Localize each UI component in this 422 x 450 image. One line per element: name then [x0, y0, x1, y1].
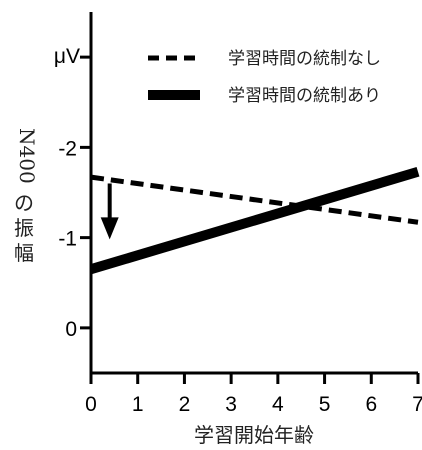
y-axis-label-char: の: [14, 191, 34, 215]
x-tick-label: 2: [179, 393, 191, 416]
y-tick-label: -2: [58, 137, 77, 160]
unit-label: μV: [54, 45, 80, 68]
legend-label-with-control: 学習時間の統制あり: [228, 86, 381, 106]
series-layer: [89, 166, 420, 275]
y-axis-label-latin: N400: [15, 128, 39, 184]
x-tick-label: 6: [365, 393, 377, 416]
x-tick-label: 1: [132, 393, 144, 416]
x-tick-label: 5: [319, 393, 331, 416]
x-tick-label: 0: [85, 393, 97, 416]
axes: [89, 12, 418, 375]
x-ticks: 0 1 2 3 4 5 6 7: [85, 373, 422, 416]
x-tick-label: 3: [225, 393, 237, 416]
y-ticks: -2 -1 0: [58, 55, 91, 341]
legend-label-no-control: 学習時間の統制なし: [228, 49, 381, 69]
series-line-with-control: [89, 166, 420, 275]
annotation-layer: [100, 183, 119, 240]
arrow-head: [100, 217, 119, 240]
y-axis-label-char: 幅: [14, 241, 34, 265]
x-axis-label: 学習開始年齢: [194, 423, 314, 447]
y-tick-label: -1: [58, 228, 77, 251]
y-tick-label: 0: [65, 318, 77, 341]
x-tick-label: 7: [412, 393, 422, 416]
y-axis-label: N400 の振幅: [14, 128, 39, 265]
series-line-no-control: [90, 174, 419, 225]
y-axis-label-char: 振: [14, 216, 34, 240]
legend: 学習時間の統制なし 学習時間の統制あり: [148, 49, 381, 106]
x-tick-label: 4: [272, 393, 284, 416]
